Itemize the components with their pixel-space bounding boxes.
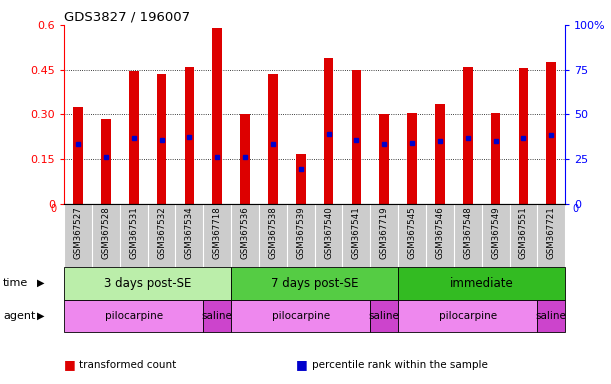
Text: GSM367549: GSM367549 (491, 207, 500, 259)
Bar (240, 114, 250, 204)
Text: 0: 0 (51, 204, 57, 214)
Text: 3 days post-SE: 3 days post-SE (104, 277, 191, 290)
Text: ■: ■ (64, 358, 76, 371)
Text: ■: ■ (296, 358, 308, 371)
Text: 0: 0 (573, 204, 579, 214)
Text: GSM367541: GSM367541 (352, 207, 361, 260)
Text: transformed count: transformed count (79, 360, 177, 370)
Text: GSM367545: GSM367545 (408, 207, 417, 260)
Bar (185, 67, 194, 204)
Text: GSM367527: GSM367527 (73, 207, 82, 260)
Text: ▶: ▶ (37, 278, 44, 288)
Bar (268, 74, 278, 204)
Text: ▶: ▶ (37, 311, 44, 321)
Text: GSM367546: GSM367546 (436, 207, 444, 260)
Text: 7 days post-SE: 7 days post-SE (271, 277, 359, 290)
Bar (546, 62, 556, 204)
Bar (398, 300, 537, 332)
Bar (351, 70, 361, 204)
Text: GSM367538: GSM367538 (268, 207, 277, 260)
Text: time: time (3, 278, 28, 288)
Text: immediate: immediate (450, 277, 514, 290)
Bar (398, 267, 565, 300)
Bar (324, 58, 334, 204)
Text: GSM367551: GSM367551 (519, 207, 528, 260)
Text: saline: saline (202, 311, 233, 321)
Bar (156, 74, 166, 204)
Bar (463, 67, 473, 204)
Text: saline: saline (369, 311, 400, 321)
Text: GSM367536: GSM367536 (241, 207, 249, 260)
Text: GSM367718: GSM367718 (213, 207, 222, 260)
Text: pilocarpine: pilocarpine (104, 311, 163, 321)
Text: pilocarpine: pilocarpine (439, 311, 497, 321)
Bar (231, 300, 370, 332)
Bar (407, 113, 417, 204)
Text: GSM367719: GSM367719 (380, 207, 389, 259)
Text: GSM367528: GSM367528 (101, 207, 111, 260)
Text: GSM367532: GSM367532 (157, 207, 166, 260)
Bar (203, 300, 231, 332)
Text: percentile rank within the sample: percentile rank within the sample (312, 360, 488, 370)
Text: GDS3827 / 196007: GDS3827 / 196007 (64, 11, 190, 24)
Text: GSM367539: GSM367539 (296, 207, 306, 259)
Bar (537, 300, 565, 332)
Bar (213, 28, 222, 204)
Text: saline: saline (536, 311, 566, 321)
Text: GSM367540: GSM367540 (324, 207, 333, 260)
Bar (435, 104, 445, 204)
Text: GSM367534: GSM367534 (185, 207, 194, 260)
Bar (370, 300, 398, 332)
Bar (129, 71, 139, 204)
Bar (491, 113, 500, 204)
Bar (73, 107, 83, 204)
Bar (519, 68, 529, 204)
Bar (379, 114, 389, 204)
Text: GSM367531: GSM367531 (130, 207, 138, 260)
Text: GSM367721: GSM367721 (547, 207, 556, 260)
Text: GSM367548: GSM367548 (463, 207, 472, 260)
Text: pilocarpine: pilocarpine (272, 311, 330, 321)
Bar (231, 267, 398, 300)
Bar (64, 300, 203, 332)
Bar (296, 154, 306, 204)
Bar (64, 267, 231, 300)
Text: agent: agent (3, 311, 35, 321)
Bar (101, 119, 111, 204)
